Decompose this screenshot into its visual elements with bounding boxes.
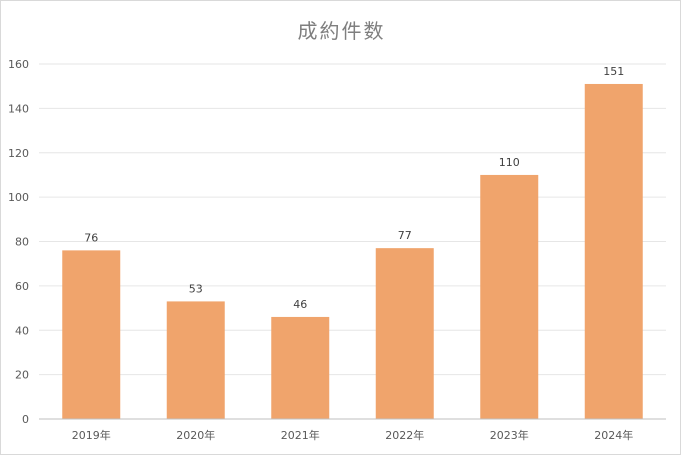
data-label: 77 xyxy=(398,229,412,242)
x-tick-label: 2021年 xyxy=(281,428,320,442)
chart-title: 成約件数 xyxy=(297,19,386,43)
bar-2020年 xyxy=(166,301,225,419)
x-tick-label: 2024年 xyxy=(594,428,633,442)
labels: 0 20 40 60 80 100 120 140 160 76 2019年 53 2020年 46 202… xyxy=(8,58,633,442)
bar-2022年 xyxy=(375,248,434,419)
x-tick-label: 2023年 xyxy=(490,428,529,442)
y-tick-label: 100 xyxy=(8,191,29,204)
data-label: 151 xyxy=(603,65,624,78)
bars xyxy=(62,83,643,419)
x-tick-label: 2022年 xyxy=(385,428,424,442)
x-tick-label: 2019年 xyxy=(72,428,111,442)
data-label: 110 xyxy=(499,156,520,169)
y-tick-label: 40 xyxy=(15,324,29,337)
data-label: 46 xyxy=(293,298,307,311)
bar-2024年 xyxy=(584,83,643,419)
bar-2021年 xyxy=(271,316,330,419)
data-label: 76 xyxy=(84,231,98,244)
bar-2019年 xyxy=(62,250,121,419)
y-tick-label: 160 xyxy=(8,58,29,71)
y-tick-label: 60 xyxy=(15,280,29,293)
data-label: 53 xyxy=(189,282,203,295)
y-tick-label: 0 xyxy=(22,413,29,426)
y-tick-label: 80 xyxy=(15,236,29,249)
y-tick-label: 20 xyxy=(15,369,29,382)
y-tick-label: 120 xyxy=(8,147,29,160)
grid-lines xyxy=(39,63,666,376)
x-tick-label: 2020年 xyxy=(176,428,215,442)
bar-2023年 xyxy=(480,174,539,419)
y-tick-label: 140 xyxy=(8,102,29,115)
